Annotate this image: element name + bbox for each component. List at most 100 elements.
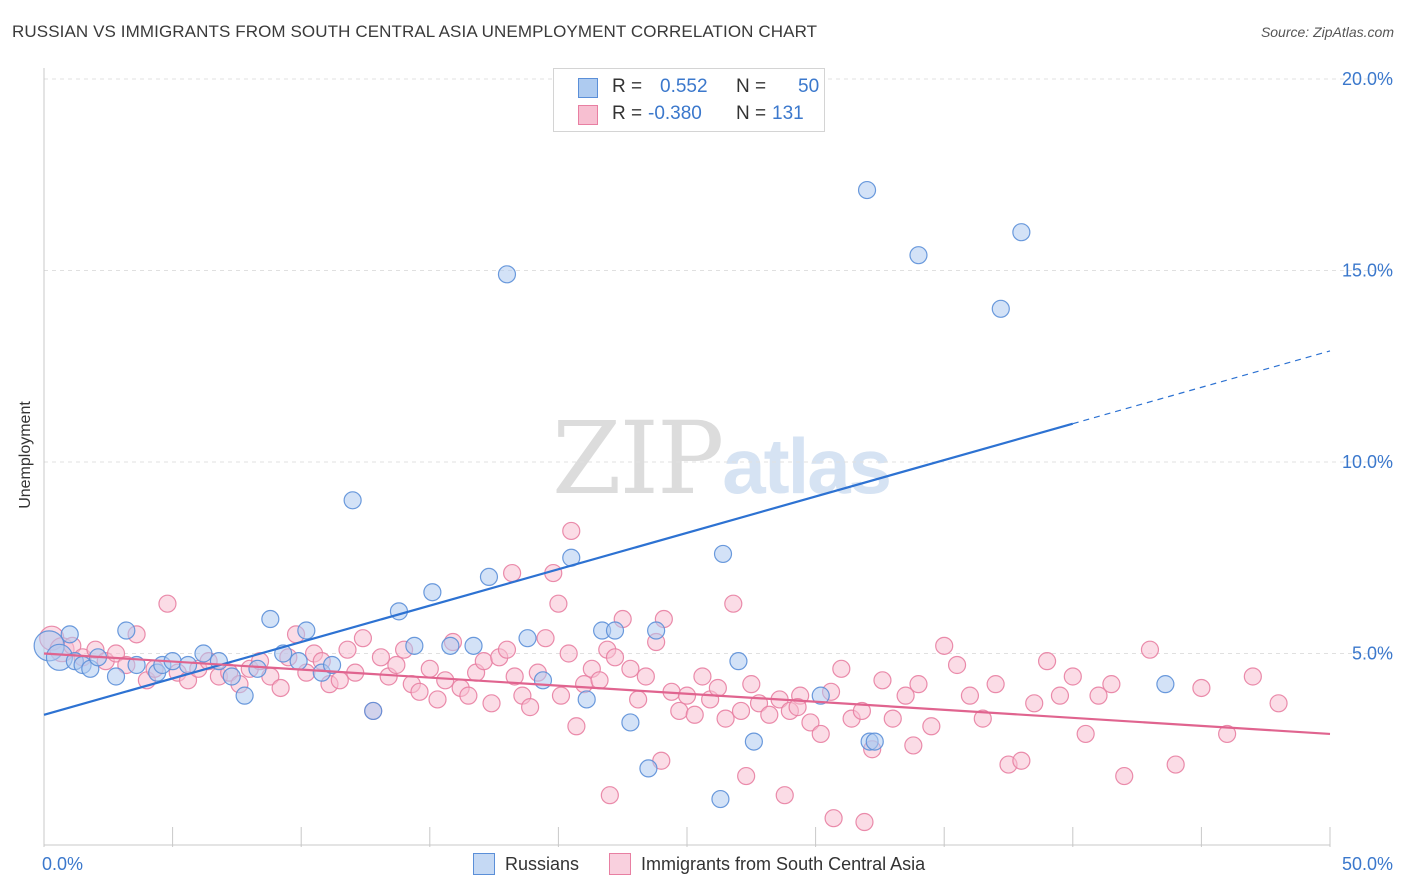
immigrants-point bbox=[909, 675, 928, 694]
y-tick-label: 20.0% bbox=[1342, 69, 1393, 89]
russians-point bbox=[577, 690, 596, 709]
immigrants-point bbox=[1218, 724, 1237, 744]
russians-point bbox=[389, 602, 409, 621]
immigrants-point bbox=[629, 690, 648, 709]
x-tick-label: 0.0% bbox=[42, 854, 83, 874]
immigrants-point bbox=[420, 659, 439, 678]
russians-trendline bbox=[43, 422, 1074, 716]
russians-point bbox=[178, 655, 198, 675]
immigrants-point bbox=[935, 636, 954, 655]
immigrants-point bbox=[737, 766, 756, 786]
legend-russians-label: Russians bbox=[505, 853, 580, 874]
russians-point bbox=[621, 713, 640, 732]
immigrants-point bbox=[575, 675, 594, 694]
chart-legend: Russians Immigrants from South Central A… bbox=[473, 852, 955, 876]
stats-n-label: N = bbox=[736, 103, 767, 124]
immigrants-point bbox=[775, 786, 794, 805]
immigrants-point bbox=[670, 701, 689, 721]
stats-box: R = 0.552 N = 50 R = -0.380 N = 131 bbox=[553, 68, 825, 132]
russians-point bbox=[1156, 675, 1175, 694]
russians-point bbox=[865, 732, 884, 751]
immigrants-point bbox=[1269, 694, 1288, 713]
immigrants-point bbox=[883, 709, 902, 728]
immigrants-trendline bbox=[43, 652, 1331, 736]
immigrants-point bbox=[600, 786, 619, 805]
immigrants-point bbox=[904, 736, 923, 755]
immigrants-point bbox=[521, 698, 540, 717]
russians-point bbox=[533, 671, 553, 690]
russians-swatch bbox=[578, 78, 598, 98]
immigrants-point bbox=[922, 717, 941, 736]
russians-point bbox=[464, 636, 483, 655]
russians-point bbox=[605, 621, 625, 640]
legend-item-russians[interactable]: Russians bbox=[473, 853, 579, 875]
immigrants-point bbox=[724, 594, 743, 613]
russians-point bbox=[222, 667, 241, 686]
russians-point bbox=[127, 655, 146, 675]
immigrants-point bbox=[436, 671, 455, 690]
immigrants-point bbox=[474, 652, 493, 671]
immigrants-point bbox=[567, 717, 586, 736]
immigrants-point bbox=[1140, 640, 1160, 659]
immigrants-point bbox=[947, 655, 967, 675]
immigrants-point bbox=[1050, 686, 1070, 705]
stats-r-value: 0.552 bbox=[660, 76, 708, 97]
immigrants-point bbox=[973, 709, 992, 728]
russians-point bbox=[261, 609, 280, 629]
immigrants-point bbox=[387, 655, 406, 675]
immigrants-point bbox=[960, 686, 980, 705]
immigrants-point bbox=[1076, 724, 1095, 744]
stats-n-label: N = bbox=[736, 76, 767, 97]
russians-point bbox=[639, 759, 658, 778]
immigrants-point bbox=[158, 594, 177, 613]
immigrants-point bbox=[824, 809, 843, 828]
immigrants-point bbox=[371, 648, 391, 667]
immigrants-point bbox=[742, 675, 761, 694]
chart-title: RUSSIAN VS IMMIGRANTS FROM SOUTH CENTRAL… bbox=[12, 22, 818, 41]
russians-point bbox=[713, 544, 733, 564]
immigrants-point bbox=[693, 667, 712, 686]
russians-point bbox=[289, 652, 308, 671]
immigrants-point bbox=[1243, 667, 1262, 686]
russians-point bbox=[106, 667, 126, 686]
immigrants-point bbox=[1025, 694, 1044, 713]
russians-point bbox=[647, 621, 666, 640]
immigrants-point bbox=[353, 629, 373, 648]
russians-point bbox=[1012, 223, 1031, 242]
russians-point bbox=[235, 686, 254, 705]
stats-r-label: R = bbox=[612, 103, 643, 124]
russians-point bbox=[405, 636, 424, 655]
immigrants-point bbox=[1115, 766, 1134, 786]
immigrants-point bbox=[549, 594, 568, 613]
immigrants-point bbox=[708, 678, 727, 698]
immigrants-point bbox=[731, 701, 751, 721]
russians-point bbox=[497, 265, 517, 284]
immigrants-point bbox=[852, 701, 871, 721]
immigrants-point bbox=[636, 667, 655, 686]
immigrants-point bbox=[896, 686, 915, 705]
immigrants-point bbox=[811, 724, 830, 744]
immigrants-point bbox=[621, 659, 640, 678]
russians-point bbox=[60, 625, 79, 644]
legend-russians-swatch bbox=[473, 853, 495, 875]
y-tick-label: 15.0% bbox=[1342, 261, 1393, 281]
immigrants-point bbox=[605, 648, 625, 667]
russians-point bbox=[744, 732, 763, 751]
immigrants-point bbox=[428, 690, 447, 709]
russians-point bbox=[117, 621, 136, 640]
immigrants-point bbox=[873, 671, 892, 690]
immigrants-point bbox=[1102, 675, 1121, 694]
immigrants-point bbox=[551, 686, 571, 705]
immigrants-point bbox=[685, 705, 704, 724]
russians-point bbox=[423, 583, 442, 602]
immigrants-point bbox=[716, 709, 735, 728]
russians-point bbox=[343, 491, 362, 510]
immigrants-point bbox=[801, 713, 820, 732]
immigrants-point bbox=[459, 686, 478, 705]
immigrants-point bbox=[497, 640, 517, 659]
russians-point bbox=[711, 789, 730, 809]
immigrants-point bbox=[832, 659, 851, 678]
legend-item-immigrants[interactable]: Immigrants from South Central Asia bbox=[609, 853, 925, 875]
russians-point bbox=[322, 655, 342, 675]
